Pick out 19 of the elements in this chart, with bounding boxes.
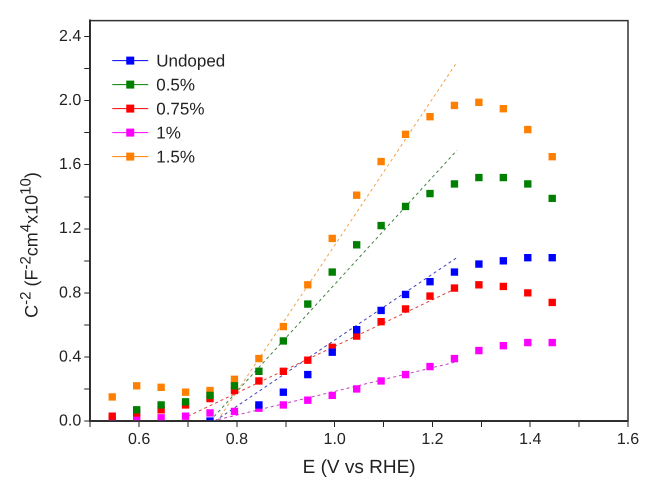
legend-label: 1% bbox=[156, 123, 181, 142]
legend-label: 1.5% bbox=[156, 147, 195, 166]
x-tick-label: 1.2 bbox=[421, 431, 444, 448]
x-tick-label: 1.0 bbox=[324, 431, 346, 448]
y-tick-label: 1.2 bbox=[58, 220, 82, 238]
x-tick-label: 1.4 bbox=[519, 431, 542, 448]
legend-label: 0.5% bbox=[156, 75, 195, 94]
x-tick-label: 1.6 bbox=[616, 431, 640, 448]
y-tick-label: 2.4 bbox=[58, 28, 82, 46]
y-tick-label: 0.0 bbox=[58, 412, 82, 430]
legend-label: Undoped bbox=[156, 51, 226, 70]
x-axis-title: E (V vs RHE) bbox=[302, 456, 416, 478]
y-tick-label: 2.0 bbox=[58, 92, 82, 110]
x-tick-label: 0.8 bbox=[226, 431, 248, 448]
legend-label: 0.75% bbox=[156, 99, 204, 118]
y-tick-label: 1.6 bbox=[58, 156, 82, 174]
x-tick-label: 0.6 bbox=[128, 431, 150, 448]
y-tick-label: 0.8 bbox=[58, 284, 82, 302]
y-tick-label: 0.4 bbox=[58, 348, 82, 366]
